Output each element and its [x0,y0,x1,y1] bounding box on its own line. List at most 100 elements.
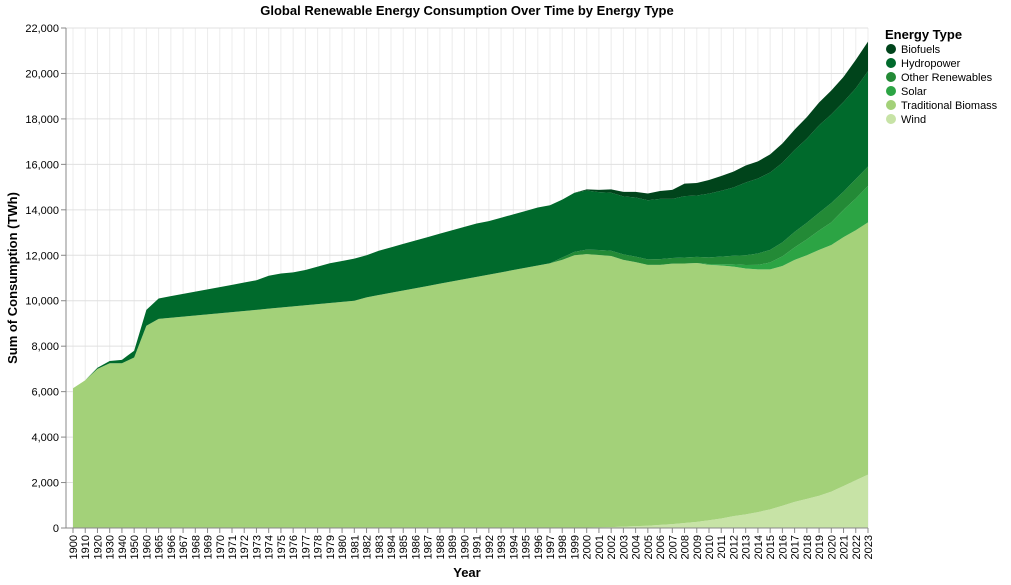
legend-label: Other Renewables [901,72,993,84]
y-tick-label: 22,000 [25,23,59,35]
x-tick-label: 1960 [141,535,153,559]
y-axis-title: Sum of Consumption (TWh) [5,192,20,364]
legend-swatch [886,86,896,96]
x-tick-label: 2022 [851,535,863,559]
x-tick-label: 2004 [631,535,643,559]
legend-items: Biofuels Hydropower Other Renewables Solar T… [886,44,998,126]
x-tick-label: 1994 [508,535,520,559]
y-tick-label: 20,000 [25,68,59,80]
x-tick-label: 2017 [790,535,802,559]
x-tick-label: 1976 [288,535,300,559]
x-tick-label: 1981 [349,535,361,559]
x-tick-label: 1910 [80,535,92,559]
area-traditional-biomass [73,222,868,528]
x-tick-label: 1968 [190,535,202,559]
x-tick-label: 2023 [863,535,875,559]
x-tick-label: 2006 [655,535,667,559]
y-tick-label: 10,000 [25,296,59,308]
x-tick-label: 2021 [839,535,851,559]
x-tick-label: 2019 [814,535,826,559]
x-tick-label: 1975 [276,535,288,559]
x-tick-label: 1988 [435,535,447,559]
legend-item: Traditional Biomass [886,100,998,112]
y-tick-label: 14,000 [25,205,59,217]
area-hydropower [73,71,868,389]
legend-label: Biofuels [901,44,941,56]
chart-title: Global Renewable Energy Consumption Over… [260,3,673,18]
x-tick-label: 1997 [545,535,557,559]
x-tick-label: 1973 [251,535,263,559]
x-tick-label: 1979 [325,535,337,559]
x-tick-label: 1977 [300,535,312,559]
y-tick-label: 18,000 [25,114,59,126]
x-tick-label: 2020 [826,535,838,559]
y-tick-label: 12,000 [25,250,59,262]
x-axis-title: Year [453,565,480,580]
x-tick-label: 2010 [704,535,716,559]
legend-item: Biofuels [886,44,941,56]
x-tick-label: 1987 [423,535,435,559]
legend-label: Traditional Biomass [901,100,998,112]
x-tick-label: 1974 [264,535,276,559]
x-tick-label: 1989 [447,535,459,559]
x-tick-label: 2012 [728,535,740,559]
x-tick-label: 1995 [521,535,533,559]
x-tick-label: 2016 [777,535,789,559]
legend-swatch [886,100,896,110]
x-tick-label: 2007 [667,535,679,559]
x-tick-label: 1900 [68,535,80,559]
legend-item: Solar [886,86,927,98]
x-tick-label: 1986 [410,535,422,559]
x-tick-label: 1969 [203,535,215,559]
x-tick-label: 1991 [472,535,484,559]
legend-label: Wind [901,114,926,126]
x-tick-label: 1940 [117,535,129,559]
x-tick-label: 1999 [569,535,581,559]
x-tick-label: 1996 [533,535,545,559]
legend-label: Hydropower [901,58,961,70]
legend-swatch [886,58,896,68]
x-tick-label: 2018 [802,535,814,559]
legend: Energy Type Biofuels Hydropower Other Rene… [885,27,998,126]
x-tick-label: 1980 [337,535,349,559]
x-tick-label: 1967 [178,535,190,559]
x-tick-label: 2009 [692,535,704,559]
x-tick-label: 2005 [643,535,655,559]
x-tick-label: 1990 [459,535,471,559]
x-tick-label: 1950 [129,535,141,559]
x-tick-label: 2011 [716,535,728,559]
y-tick-label: 4,000 [31,432,59,444]
x-tick-label: 2003 [618,535,630,559]
x-tick-label: 1970 [215,535,227,559]
x-tick-label: 2002 [606,535,618,559]
x-tick-label: 1930 [105,535,117,559]
legend-item: Other Renewables [886,72,993,84]
x-tick-label: 1971 [227,535,239,559]
legend-item: Wind [886,114,926,126]
axes: 0 2,000 4,000 6,000 8,000 10,000 12,000 14,000 1… [25,23,875,559]
x-tick-label: 2013 [741,535,753,559]
y-tick-label: 0 [53,523,59,535]
x-tick-label: 1984 [386,535,398,559]
x-tick-label: 1982 [362,535,374,559]
x-tick-label: 1978 [313,535,325,559]
x-tick-label: 1993 [496,535,508,559]
x-tick-label: 2000 [582,535,594,559]
x-tick-label: 1972 [239,535,251,559]
x-tick-label: 2015 [765,535,777,559]
area-wind [73,474,868,528]
legend-title: Energy Type [885,27,962,42]
x-tick-label: 1998 [557,535,569,559]
legend-swatch [886,44,896,54]
x-tick-label: 1992 [484,535,496,559]
legend-item: Hydropower [886,58,961,70]
x-tick-label: 2008 [680,535,692,559]
y-tick-label: 6,000 [31,387,59,399]
stacked-areas [73,41,868,528]
x-tick-label: 2014 [753,535,765,559]
x-tick-label: 1965 [154,535,166,559]
y-tick-label: 8,000 [31,341,59,353]
x-tick-label: 1985 [398,535,410,559]
legend-swatch [886,72,896,82]
